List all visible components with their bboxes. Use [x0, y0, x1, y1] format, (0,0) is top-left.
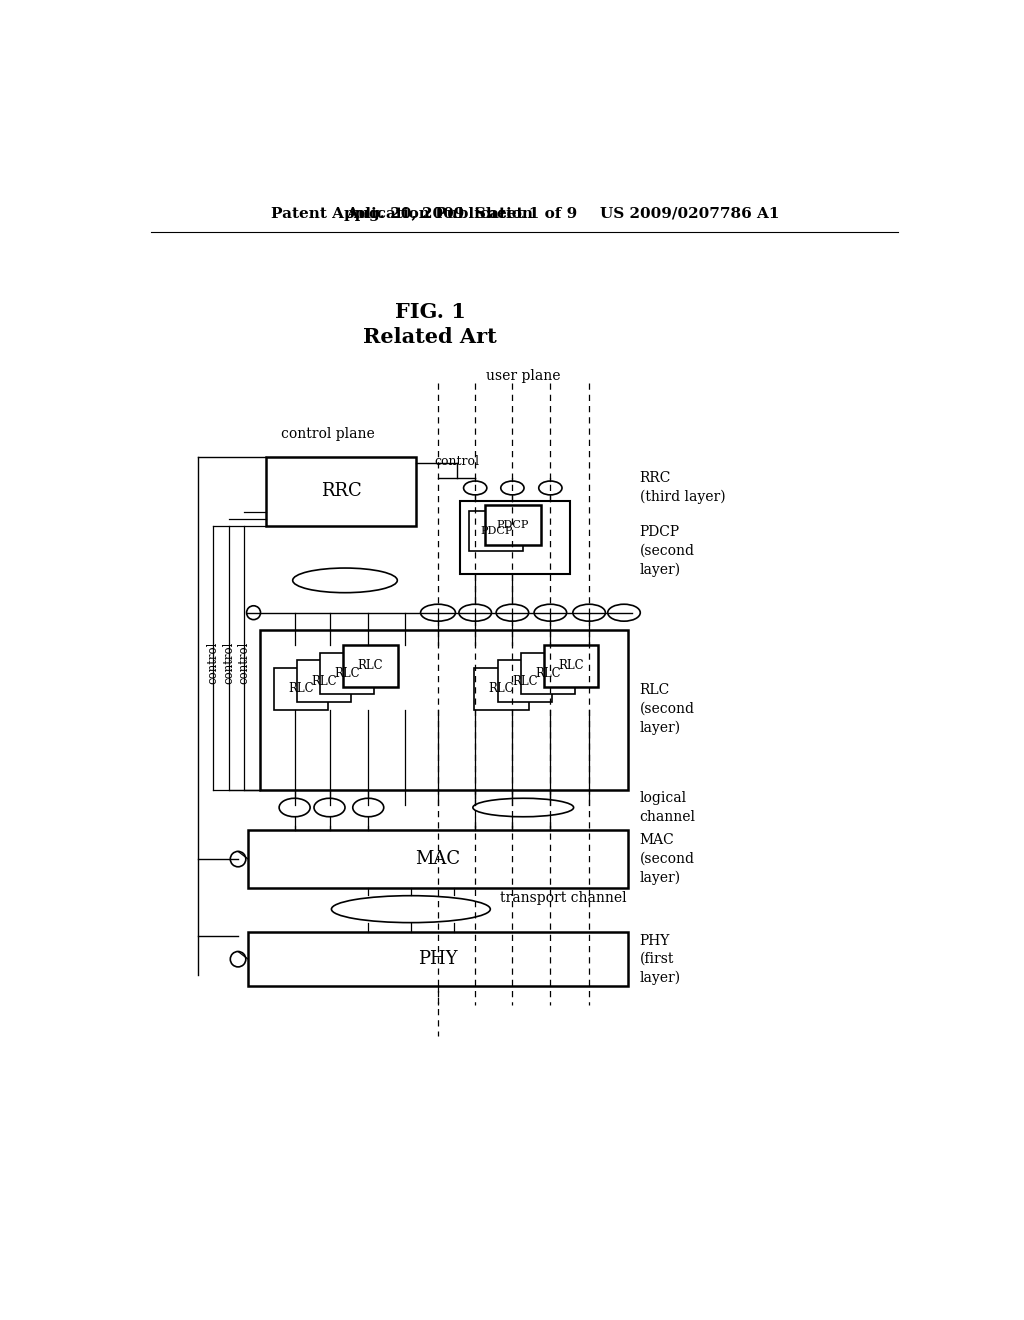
- Text: RLC: RLC: [311, 675, 337, 688]
- Text: Aug. 20, 2009  Sheet 1 of 9: Aug. 20, 2009 Sheet 1 of 9: [346, 207, 577, 220]
- Ellipse shape: [607, 605, 640, 622]
- Ellipse shape: [473, 799, 573, 817]
- Text: RRC
(third layer): RRC (third layer): [640, 471, 725, 504]
- FancyBboxPatch shape: [460, 502, 569, 574]
- Text: control plane: control plane: [281, 428, 375, 441]
- Ellipse shape: [535, 605, 566, 622]
- Ellipse shape: [230, 851, 246, 867]
- Text: control: control: [207, 642, 220, 684]
- Text: PDCP: PDCP: [480, 527, 512, 536]
- Text: Patent Application Publication: Patent Application Publication: [271, 207, 534, 220]
- Text: PHY
(first
layer): PHY (first layer): [640, 933, 681, 985]
- Text: MAC
(second
layer): MAC (second layer): [640, 833, 694, 884]
- FancyBboxPatch shape: [544, 645, 598, 686]
- Ellipse shape: [352, 799, 384, 817]
- Text: FIG. 1: FIG. 1: [395, 302, 466, 322]
- Ellipse shape: [572, 605, 605, 622]
- FancyBboxPatch shape: [297, 660, 351, 702]
- Text: RLC: RLC: [558, 659, 584, 672]
- Ellipse shape: [280, 799, 310, 817]
- Ellipse shape: [293, 568, 397, 593]
- Text: transport channel: transport channel: [500, 891, 627, 904]
- FancyBboxPatch shape: [273, 668, 328, 710]
- FancyBboxPatch shape: [498, 660, 552, 702]
- Text: control: control: [222, 642, 236, 684]
- FancyBboxPatch shape: [321, 653, 375, 694]
- Ellipse shape: [247, 606, 260, 619]
- FancyBboxPatch shape: [248, 932, 628, 986]
- Ellipse shape: [539, 480, 562, 495]
- FancyBboxPatch shape: [260, 630, 628, 789]
- Text: RRC: RRC: [321, 482, 361, 500]
- Text: RLC: RLC: [335, 667, 360, 680]
- Text: US 2009/0207786 A1: US 2009/0207786 A1: [599, 207, 779, 220]
- Ellipse shape: [314, 799, 345, 817]
- Text: user plane: user plane: [486, 368, 560, 383]
- Ellipse shape: [501, 480, 524, 495]
- FancyBboxPatch shape: [343, 645, 397, 686]
- Text: PDCP: PDCP: [497, 520, 528, 529]
- Text: control: control: [238, 642, 251, 684]
- Text: PHY: PHY: [418, 950, 458, 968]
- Text: control: control: [434, 454, 479, 467]
- Ellipse shape: [464, 480, 486, 495]
- Text: PDCP
(second
layer): PDCP (second layer): [640, 525, 694, 577]
- Ellipse shape: [230, 952, 246, 966]
- FancyBboxPatch shape: [474, 668, 528, 710]
- Text: RLC: RLC: [536, 667, 561, 680]
- Text: logical
channel: logical channel: [640, 791, 695, 824]
- Ellipse shape: [332, 896, 490, 923]
- Ellipse shape: [496, 605, 528, 622]
- Text: RLC: RLC: [488, 682, 514, 696]
- Text: RLC
(second
layer): RLC (second layer): [640, 684, 694, 735]
- FancyBboxPatch shape: [469, 511, 523, 552]
- Ellipse shape: [421, 605, 456, 622]
- Text: RLC: RLC: [357, 659, 383, 672]
- Text: RLC: RLC: [288, 682, 313, 696]
- FancyBboxPatch shape: [521, 653, 575, 694]
- FancyBboxPatch shape: [484, 506, 541, 545]
- FancyBboxPatch shape: [266, 457, 417, 525]
- Ellipse shape: [459, 605, 492, 622]
- Text: RLC: RLC: [512, 675, 538, 688]
- Text: MAC: MAC: [416, 850, 461, 869]
- FancyBboxPatch shape: [248, 830, 628, 888]
- Text: Related Art: Related Art: [364, 327, 497, 347]
